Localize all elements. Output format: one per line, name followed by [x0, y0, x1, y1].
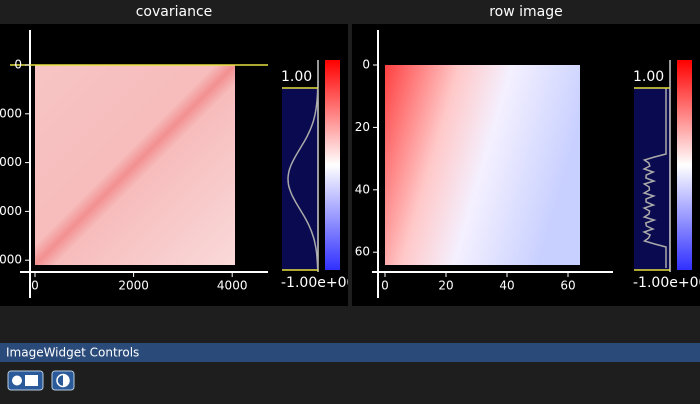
y-tick-label: 0: [14, 58, 22, 72]
y-tick-label: 3000: [0, 204, 22, 218]
x-tick-label: 60: [560, 279, 575, 293]
controls-title: ImageWidget Controls: [6, 346, 139, 360]
histogram-bg: [634, 88, 670, 270]
panel-title: covariance: [136, 4, 213, 20]
controls-header: [0, 343, 700, 362]
histogram: [287, 87, 319, 269]
colorbar-max-label: 1.00: [633, 69, 664, 85]
y-tick-label: 60: [355, 245, 370, 259]
y-tick-label: 4000: [0, 253, 22, 267]
colorbar-min-label: -1.00e+00: [633, 275, 700, 291]
colorbar: [677, 60, 692, 270]
panel: 0 20 40 60 0 20 40 60 1.00 -1.00e+00: [355, 30, 700, 298]
panel-title: row image: [489, 4, 563, 20]
x-tick-label: 4000: [217, 279, 248, 293]
panel: 0 2000 4000 0 1000 2000 3000 4000 1.00 -1.00e+00: [0, 30, 355, 298]
button[interactable]: [51, 370, 75, 391]
x-tick-label: 0: [381, 279, 389, 293]
button[interactable]: [7, 370, 44, 391]
y-tick-label: 2000: [0, 155, 22, 169]
colorbar-min-label: -1.00e+00: [281, 275, 355, 291]
x-tick-label: 0: [31, 279, 39, 293]
image: [35, 65, 235, 265]
y-tick-label: 20: [355, 120, 370, 134]
y-tick-label: 0: [362, 58, 370, 72]
icon: [25, 375, 38, 386]
colorbar-max-label: 1.00: [281, 69, 312, 85]
colorbar: [325, 60, 340, 270]
icon: [63, 374, 69, 387]
y-tick-label: 1000: [0, 106, 22, 120]
image: [385, 65, 580, 265]
x-tick-label: 40: [499, 279, 514, 293]
x-tick-label: 20: [438, 279, 453, 293]
icon: [12, 375, 22, 386]
histogram: [642, 88, 667, 268]
x-tick-label: 2000: [118, 279, 149, 293]
y-tick-label: 40: [355, 182, 370, 196]
